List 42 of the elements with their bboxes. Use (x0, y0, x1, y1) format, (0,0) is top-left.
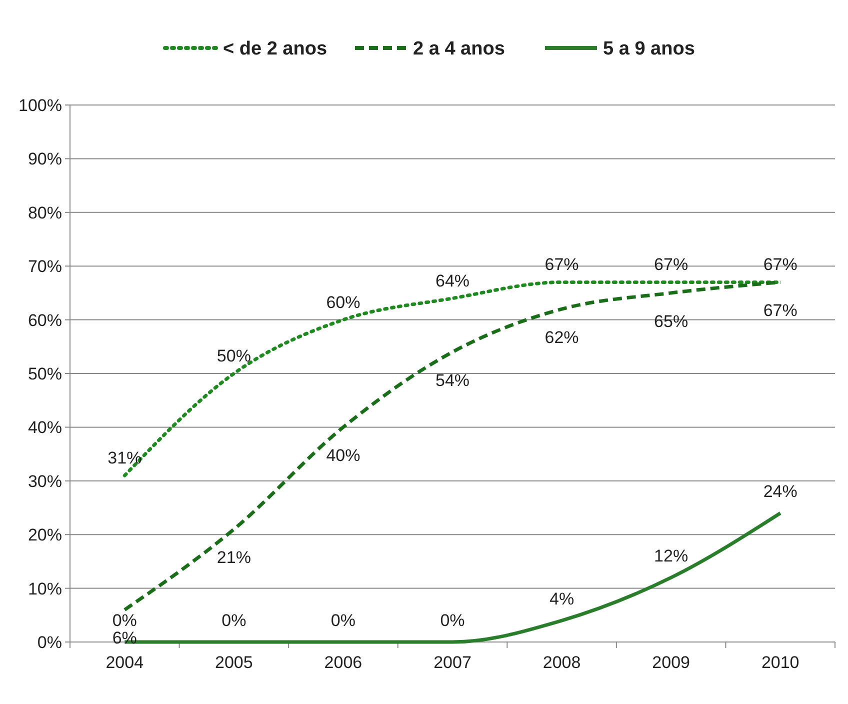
x-tick-label: 2006 (324, 653, 362, 672)
data-label: 0% (330, 610, 356, 630)
data-label: 54% (435, 370, 470, 390)
x-tick-label: 2005 (215, 653, 253, 672)
data-label: 6% (112, 628, 137, 648)
data-label: 67% (763, 255, 798, 274)
data-label: 31% (108, 448, 142, 468)
data-label: 67% (654, 255, 688, 274)
y-tick-label: 40% (28, 418, 62, 438)
y-tick-label: 70% (28, 257, 62, 276)
data-label: 21% (216, 548, 251, 568)
data-label: 4% (549, 589, 574, 608)
x-tick-label: 2004 (106, 653, 144, 672)
data-label: 62% (544, 328, 579, 348)
y-tick-label: 20% (28, 526, 62, 545)
data-label: 67% (544, 255, 579, 274)
y-tick-label: 10% (28, 579, 62, 598)
data-label: 65% (654, 312, 688, 331)
y-tick-label: 50% (28, 364, 62, 384)
data-label: 0% (222, 610, 246, 630)
y-tick-label: 60% (28, 310, 62, 330)
y-tick-label: 0% (37, 632, 62, 652)
y-tick-label: 100% (18, 96, 62, 115)
y-tick-label: 80% (28, 203, 62, 222)
x-tick-label: 2009 (652, 653, 690, 672)
data-label: 0% (112, 610, 137, 630)
x-tick-label: 2007 (434, 653, 472, 672)
y-tick-label: 30% (28, 472, 62, 491)
data-label: 40% (326, 446, 360, 466)
data-label: 0% (440, 610, 465, 630)
x-tick-label: 2008 (542, 653, 581, 672)
legend-label: < de 2 anos (223, 38, 328, 60)
legend-label: 5 a 9 anos (603, 38, 695, 60)
y-tick-label: 90% (28, 150, 62, 169)
data-label: 60% (326, 292, 360, 312)
data-label: 67% (763, 301, 798, 320)
data-label: 50% (216, 346, 251, 366)
data-label: 12% (654, 546, 688, 566)
legend-label: 2 a 4 anos (413, 38, 505, 60)
data-label: 24% (763, 482, 798, 502)
x-tick-label: 2010 (761, 653, 800, 672)
data-label: 64% (435, 271, 470, 290)
